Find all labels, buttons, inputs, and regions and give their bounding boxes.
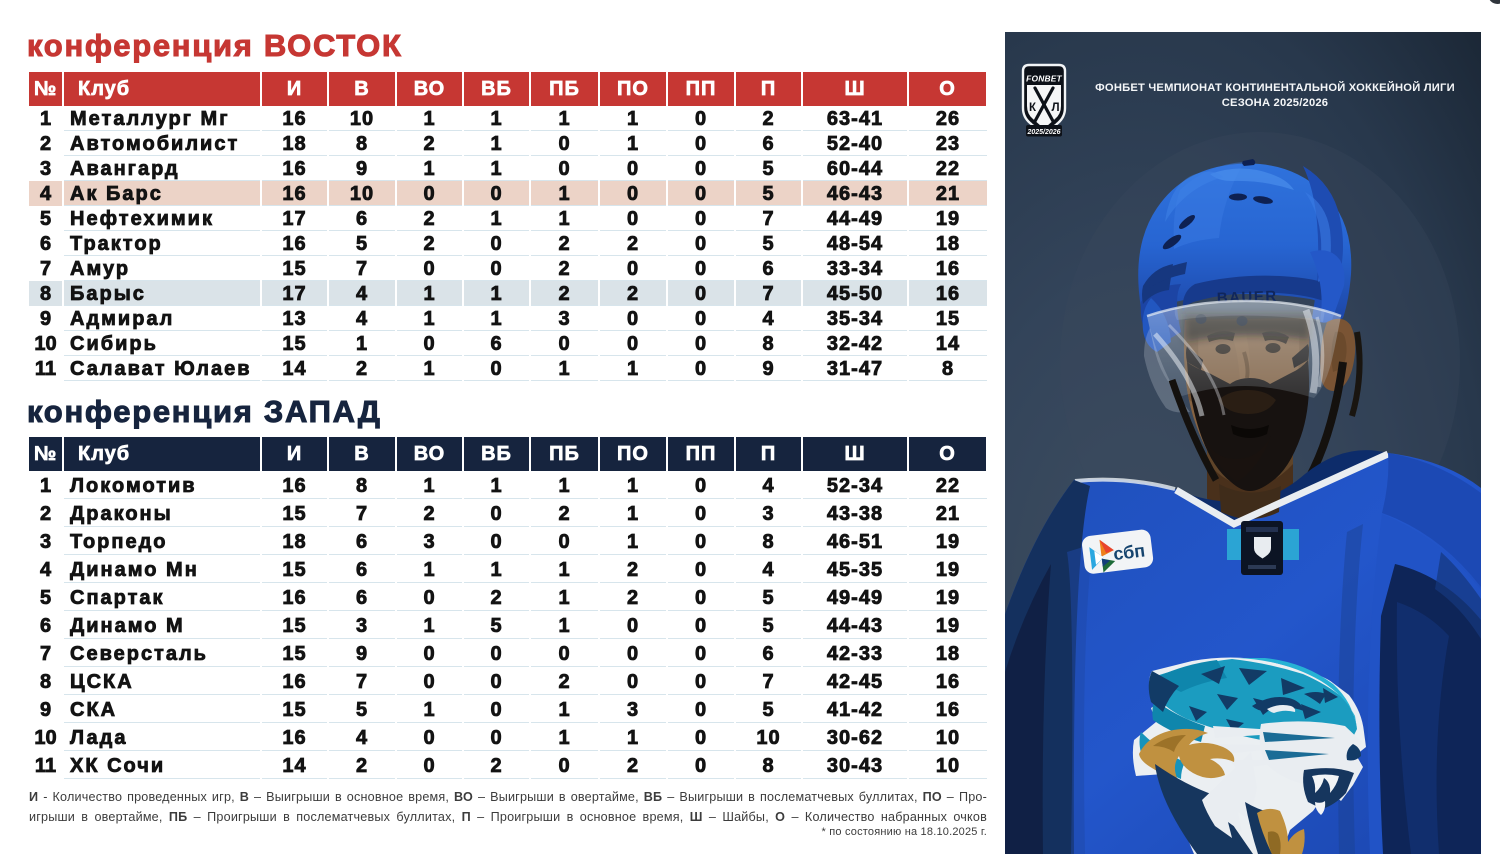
svg-text:К: К — [1029, 102, 1037, 114]
svg-text:2025/2026: 2025/2026 — [1026, 129, 1060, 136]
svg-text:СЕЗОНА 2025/2026: СЕЗОНА 2025/2026 — [1222, 97, 1328, 109]
svg-text:ФОНБЕТ ЧЕМПИОНАТ КОНТИНЕНТАЛЬН: ФОНБЕТ ЧЕМПИОНАТ КОНТИНЕНТАЛЬНОЙ ХОККЕЙН… — [1095, 81, 1455, 94]
svg-text:FONBET: FONBET — [1026, 74, 1062, 84]
svg-text:сбп: сбп — [1112, 540, 1146, 564]
svg-text:Л: Л — [1051, 102, 1059, 114]
